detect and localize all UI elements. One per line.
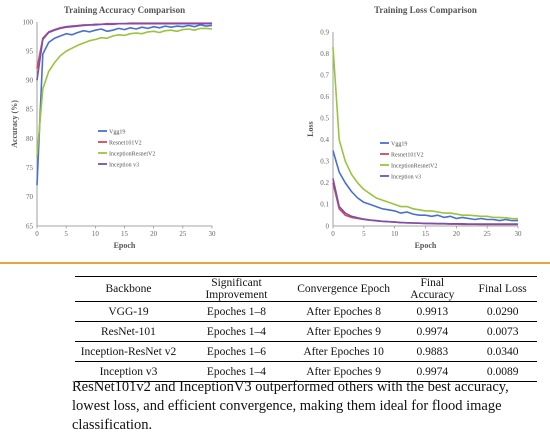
x-tick-label: 30 [209,230,217,238]
y-tick-label: 0.8 [320,50,329,58]
legend-label: Vgg19 [391,141,407,147]
y-axis-label: Loss [306,121,315,137]
x-tick-label: 20 [150,230,158,238]
x-tick-label: 15 [121,230,129,238]
series-line-vgg19 [332,150,518,222]
series-line-inceptionresnetv2 [36,27,213,157]
cell-backbone: Inception v3 [75,361,182,382]
cell-convergence: After Epoches 8 [290,301,397,322]
accuracy-chart: Training Accuracy Comparison 0 5 10 15 20 25 30… [10,5,217,250]
cell-improvement: Epoches 1–4 [181,361,291,382]
table-row: Inception-ResNet v2 Epoches 1–6 After Ep… [75,341,537,362]
legend: Vgg19 Resnet101V2 InceptionResnetV2 Incepti… [380,141,437,180]
header-backbone: Backbone [75,276,182,302]
cell-loss: 0.0340 [468,341,537,362]
table-row: ResNet-101 Epoches 1–4 After Epoches 9 0… [75,321,537,342]
legend-label: Resnet101V2 [391,152,424,158]
cell-loss: 0.0290 [468,301,537,322]
cell-loss: 0.0089 [468,361,537,382]
y-tick-label: 0.1 [320,201,329,209]
cell-convergence: After Epoches 10 [290,341,397,362]
y-tick-label: 0.4 [320,136,329,144]
y-tick-label: 70 [26,193,34,201]
legend-label: Inception v3 [391,174,421,180]
y-axis-label: Accuracy (%) [10,100,19,148]
legend-label: Resnet101V2 [109,140,142,146]
x-tick-label: 25 [484,230,492,238]
cell-backbone: VGG-19 [75,301,182,322]
x-tick-label: 10 [391,230,399,238]
series-line-inception-v3 [36,22,212,81]
y-tick-label: 80 [26,135,34,143]
x-tick-label: 25 [179,230,187,238]
x-tick-label: 30 [515,230,523,238]
x-axis-label: Epoch [415,241,437,250]
cell-accuracy: 0.9974 [396,361,469,382]
y-tick-label: 0.3 [320,158,329,166]
cell-improvement: Epoches 1–8 [181,301,291,322]
series-line-vgg19 [36,24,213,186]
cell-loss: 0.0073 [468,321,537,342]
cell-accuracy: 0.9913 [396,301,469,322]
y-tick-label: 100 [23,18,34,26]
results-table: Backbone Significant Improvement Converg… [75,276,537,382]
y-tick-label: 0 [326,222,330,230]
y-tick-label: 0.2 [320,179,329,187]
section-separator [0,262,550,264]
loss-chart: Training Loss Comparison 0 5 10 15 20 25 30 0 0.1… [306,5,523,250]
x-tick-label: 10 [92,230,100,238]
x-axis-label: Epoch [114,241,136,250]
cell-convergence: After Epoches 9 [290,361,397,382]
cell-improvement: Epoches 1–4 [181,321,291,342]
y-tick-label: 0.9 [320,28,329,36]
series-line-inceptionresnetv2 [332,47,519,220]
legend-label: Vgg19 [109,129,125,135]
cell-backbone: ResNet-101 [75,321,182,342]
y-tick-label: 0.7 [320,71,329,79]
x-tick-label: 15 [422,230,430,238]
series-line-inception-v3 [332,178,518,225]
x-tick-label: 5 [362,230,366,238]
cell-accuracy: 0.9974 [396,321,469,342]
x-tick-label: 20 [453,230,461,238]
chart-title: Training Loss Comparison [374,5,477,15]
legend-label: InceptionResnetV2 [391,163,437,169]
y-tick-label: 75 [26,164,34,172]
legend: Vgg19 Resnet101V2 InceptionResnetV2 Incepti… [98,129,155,168]
header-loss: Final Loss [468,276,537,302]
table-header-row: Backbone Significant Improvement Converg… [75,276,537,302]
y-tick-label: 90 [26,77,34,85]
legend-label: Inception v3 [109,162,139,168]
y-tick-label: 85 [26,106,34,114]
header-improvement: Significant Improvement [181,276,291,302]
cell-backbone: Inception-ResNet v2 [75,341,182,362]
chart-title: Training Accuracy Comparison [64,5,185,15]
x-tick-label: 0 [35,230,39,238]
cell-accuracy: 0.9883 [396,341,469,362]
legend-label: InceptionResnetV2 [109,151,155,157]
y-tick-label: 0.5 [320,115,329,123]
x-tick-label: 0 [331,230,335,238]
y-tick-label: 0.6 [320,93,329,101]
table-row: VGG-19 Epoches 1–8 After Epoches 8 0.991… [75,301,537,322]
y-tick-label: 95 [26,47,34,55]
header-convergence: Convergence Epoch [290,276,397,302]
summary-text: ResNet101v2 and InceptionV3 outperformed… [72,379,509,433]
header-accuracy: Final Accuracy [396,276,469,302]
cell-improvement: Epoches 1–6 [181,341,291,362]
y-tick-label: 65 [26,222,34,230]
x-tick-label: 5 [64,230,68,238]
cell-convergence: After Epoches 9 [290,321,397,342]
table-row: Inception v3 Epoches 1–4 After Epoches 9… [75,361,537,382]
